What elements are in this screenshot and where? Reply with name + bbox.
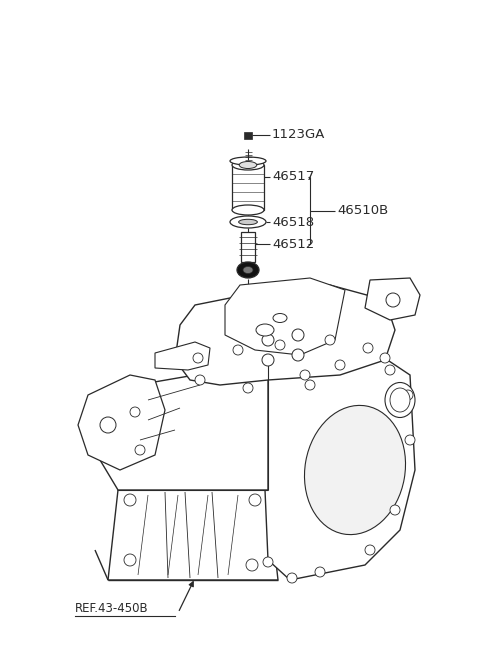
Polygon shape bbox=[108, 490, 278, 580]
Ellipse shape bbox=[390, 388, 410, 412]
Bar bbox=[244, 132, 252, 139]
Circle shape bbox=[287, 573, 297, 583]
Ellipse shape bbox=[273, 314, 287, 323]
Ellipse shape bbox=[230, 157, 266, 165]
Circle shape bbox=[275, 340, 285, 350]
Text: 46518: 46518 bbox=[272, 216, 314, 228]
Text: 46510B: 46510B bbox=[337, 204, 388, 217]
Circle shape bbox=[365, 545, 375, 555]
Bar bbox=[232, 165, 264, 210]
Ellipse shape bbox=[239, 161, 257, 169]
Bar bbox=[241, 232, 255, 262]
Ellipse shape bbox=[385, 382, 415, 417]
Circle shape bbox=[380, 353, 390, 363]
Ellipse shape bbox=[243, 266, 253, 274]
Ellipse shape bbox=[239, 219, 257, 225]
Circle shape bbox=[403, 390, 413, 400]
Ellipse shape bbox=[230, 216, 266, 228]
Circle shape bbox=[262, 354, 274, 366]
Circle shape bbox=[135, 445, 145, 455]
Polygon shape bbox=[78, 375, 165, 470]
Circle shape bbox=[195, 375, 205, 385]
Circle shape bbox=[130, 407, 140, 417]
Ellipse shape bbox=[256, 324, 274, 336]
Circle shape bbox=[325, 335, 335, 345]
Circle shape bbox=[124, 554, 136, 566]
Polygon shape bbox=[155, 342, 210, 370]
Circle shape bbox=[305, 380, 315, 390]
Circle shape bbox=[405, 435, 415, 445]
Circle shape bbox=[386, 293, 400, 307]
Circle shape bbox=[246, 559, 258, 571]
Polygon shape bbox=[365, 278, 420, 320]
Polygon shape bbox=[175, 285, 395, 385]
Polygon shape bbox=[225, 278, 345, 355]
Circle shape bbox=[263, 557, 273, 567]
Text: 46517: 46517 bbox=[272, 171, 314, 184]
Text: 46512: 46512 bbox=[272, 237, 314, 251]
Circle shape bbox=[249, 494, 261, 506]
Ellipse shape bbox=[232, 205, 264, 215]
Text: 1123GA: 1123GA bbox=[272, 129, 325, 142]
Circle shape bbox=[124, 494, 136, 506]
Ellipse shape bbox=[304, 405, 406, 535]
Ellipse shape bbox=[232, 160, 264, 170]
Circle shape bbox=[193, 353, 203, 363]
Circle shape bbox=[233, 345, 243, 355]
Polygon shape bbox=[95, 360, 268, 490]
Circle shape bbox=[292, 329, 304, 341]
Circle shape bbox=[315, 567, 325, 577]
Circle shape bbox=[390, 505, 400, 515]
Circle shape bbox=[243, 383, 253, 393]
Circle shape bbox=[385, 365, 395, 375]
Circle shape bbox=[100, 417, 116, 433]
Polygon shape bbox=[265, 355, 415, 580]
Circle shape bbox=[262, 334, 274, 346]
Circle shape bbox=[335, 360, 345, 370]
Text: REF.43-450B: REF.43-450B bbox=[75, 602, 149, 615]
Circle shape bbox=[292, 349, 304, 361]
Circle shape bbox=[363, 343, 373, 353]
Ellipse shape bbox=[237, 262, 259, 278]
Circle shape bbox=[300, 370, 310, 380]
